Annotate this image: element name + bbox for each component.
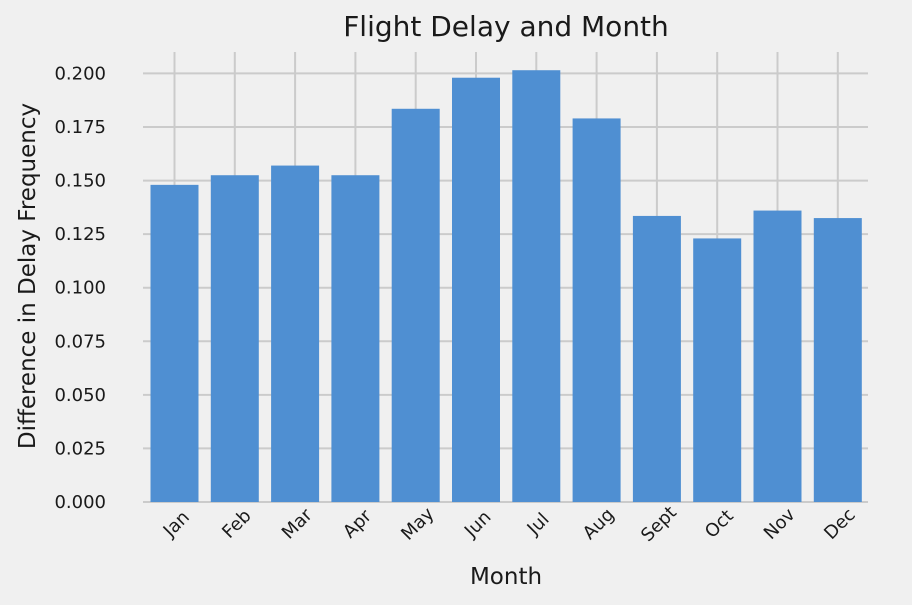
bar-dec: [813, 218, 862, 503]
bar-apr: [331, 175, 380, 502]
bars-layer: [150, 70, 862, 503]
x-tick-label: Sept: [637, 502, 681, 546]
bar-may: [391, 108, 440, 503]
y-tick-label: 0.175: [54, 117, 106, 138]
bar-aug: [572, 118, 621, 502]
x-tick-label: Jan: [159, 507, 194, 542]
x-tick-label: Apr: [339, 505, 376, 542]
bar-mar: [271, 165, 320, 503]
bar-jan: [150, 184, 199, 502]
y-tick-label: 0.100: [54, 278, 106, 299]
x-tick-label: Nov: [760, 504, 800, 544]
x-axis-label: Month: [470, 564, 542, 590]
x-tick-label: Jun: [460, 507, 495, 542]
y-tick-label: 0.200: [54, 63, 106, 84]
y-tick-label: 0.000: [54, 492, 106, 513]
x-tick-label: Mar: [278, 504, 317, 543]
y-tick-label: 0.150: [54, 171, 106, 192]
x-tick-label: Feb: [218, 505, 255, 542]
x-tick-label: Jul: [523, 509, 554, 540]
y-tick-label: 0.125: [54, 224, 106, 245]
bar-nov: [753, 210, 802, 503]
x-tick-label: Oct: [701, 506, 738, 543]
bar-oct: [693, 238, 742, 502]
y-tick-label: 0.025: [54, 438, 106, 459]
bar-sept: [632, 215, 681, 502]
x-tick-label: Dec: [820, 504, 859, 543]
bar-jul: [512, 70, 561, 502]
bar-feb: [210, 175, 259, 502]
chart-title: Flight Delay and Month: [343, 10, 669, 43]
y-tick-label: 0.075: [54, 331, 106, 352]
y-axis-label: Difference in Delay Frequency: [15, 103, 41, 449]
x-tick-label: Aug: [579, 504, 619, 544]
y-tick-label: 0.050: [54, 385, 106, 406]
x-tick-labels: Jan Feb Mar Apr May Jun Jul Aug Sept Oct Nov Dec: [159, 502, 860, 546]
y-tick-labels: 0.000 0.025 0.050 0.075 0.100 0.125 0.150 0.175…: [54, 63, 106, 513]
x-tick-label: May: [397, 503, 438, 544]
bar-jun: [452, 77, 500, 502]
